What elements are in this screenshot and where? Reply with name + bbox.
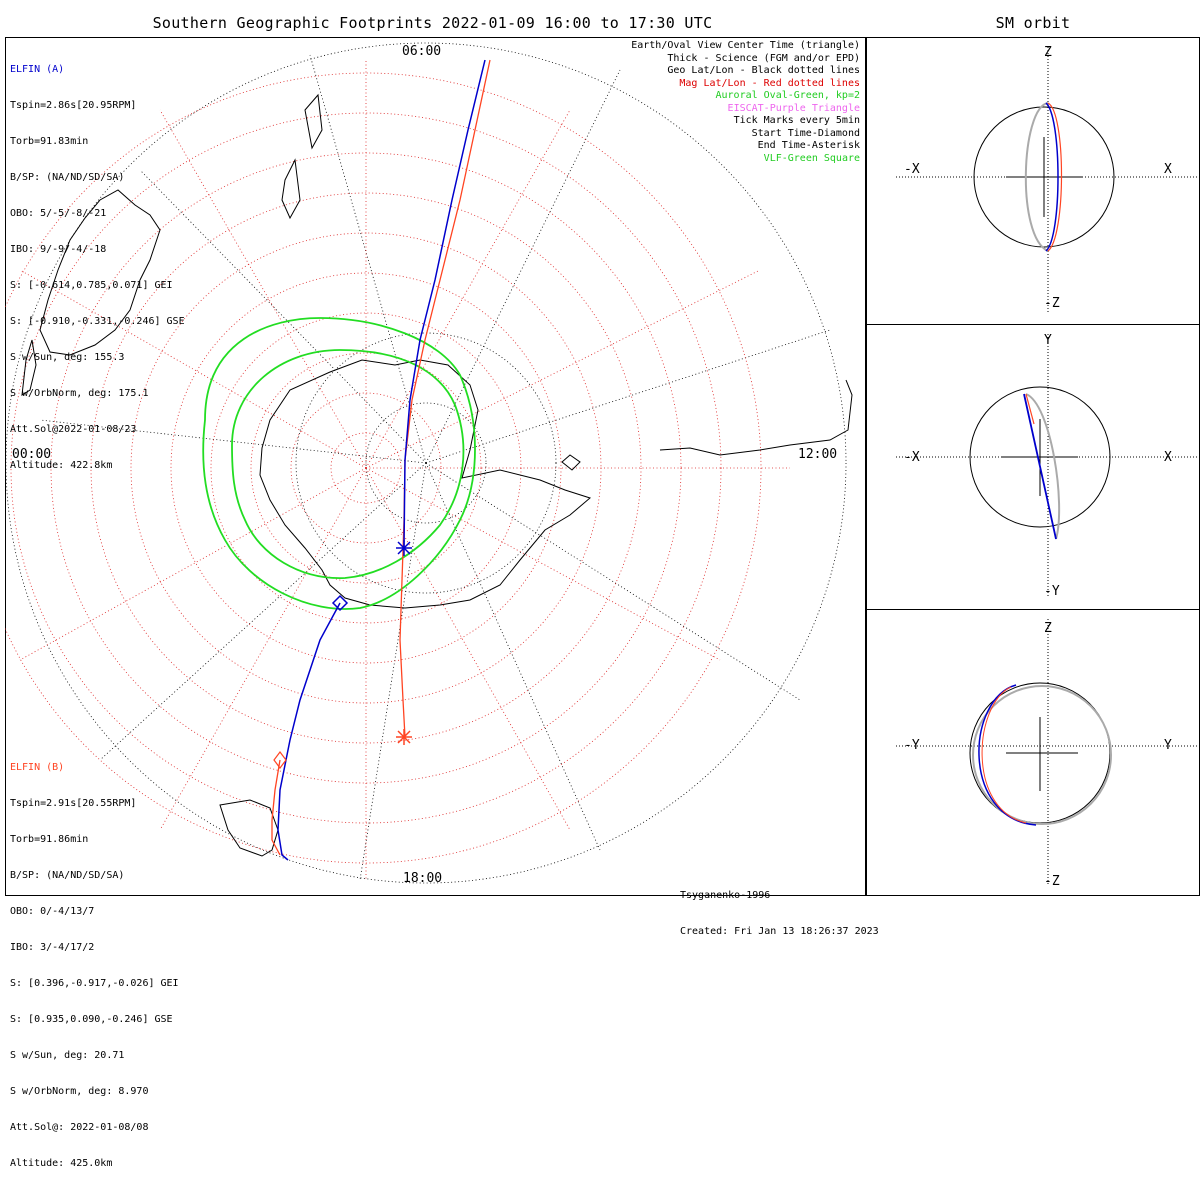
panel1-left-label: -X (904, 162, 920, 177)
panel1-right-label: X (1164, 162, 1172, 177)
panel3-top-label: Z (1044, 621, 1052, 636)
sm-panel-xz (866, 37, 1200, 325)
elfin-a-line: Altitude: 422.8km (10, 460, 113, 471)
elfin-b-line: Att.Sol@: 2022-01-08/08 (10, 1122, 149, 1133)
legend-item: End Time-Asterisk (757, 140, 860, 151)
main-title: Southern Geographic Footprints 2022-01-0… (152, 14, 713, 32)
created-date: Created: Fri Jan 13 18:26:37 2023 (680, 926, 879, 937)
elfin-a-line: Tspin=2.86s[20.95RPM] (10, 100, 137, 111)
elfin-b-line: Altitude: 425.0km (10, 1158, 113, 1169)
elfin-b-line: B/SP: (NA/ND/SD/SA) (10, 870, 125, 881)
legend-item: Tick Marks every 5min (733, 115, 860, 126)
hour-label-bottom: 18:00 (403, 871, 443, 886)
sm-orbit-title: SM orbit (995, 14, 1071, 32)
elfin-a-line: OBO: 5/-5/-8/-21 (10, 208, 107, 219)
sm-xy-plot (896, 334, 1200, 596)
elfin-a-info: ELFIN (A) Tspin=2.86s[20.95RPM] Torb=91.… (10, 40, 185, 484)
elfin-a-start-diamond (331, 594, 349, 612)
elfin-a-line: S: [-0.910,-0.331,-0.246] GSE (10, 316, 185, 327)
elfin-b-line: IBO: 3/-4/17/2 (10, 942, 95, 953)
legend-item: Start Time-Diamond (751, 127, 860, 139)
polar-map (5, 42, 853, 884)
panel1-bottom-label: -Z (1044, 296, 1060, 311)
elfin-b-line: S: [0.396,-0.917,-0.026] GEI (10, 978, 179, 989)
panel3-bottom-label: -Z (1044, 874, 1060, 889)
coastlines (21, 93, 853, 857)
hour-label-top: 06:00 (402, 44, 442, 59)
elfin-a-line: Torb=91.83min (10, 136, 89, 147)
elfin-b-line: Torb=91.86min (10, 834, 89, 845)
elfin-a-line: IBO: 9/-9/-4/-18 (10, 244, 107, 255)
panel2-bottom-label: -Y (1044, 584, 1060, 599)
sm-xz-plot (896, 47, 1200, 312)
legend-item: Geo Lat/Lon - Black dotted lines (667, 65, 860, 76)
model-credit: Tsyganenko-1996 (680, 890, 771, 901)
hour-label-left: 00:00 (12, 447, 52, 462)
legend-item: EISCAT-Purple Triangle (727, 102, 860, 114)
panel3-left-label: -Y (904, 738, 920, 753)
panel2-top-label: Y (1044, 333, 1052, 348)
elfin-a-line: S w/OrbNorm, deg: 175.1 (10, 388, 149, 399)
mag-grid (5, 60, 790, 880)
legend-item: Auroral Oval-Green, kp=2 (715, 90, 861, 101)
elfin-b-info: ELFIN (B) Tspin=2.91s[20.55RPM] Torb=91.… (10, 738, 179, 1182)
elfin-a-name: ELFIN (A) (10, 64, 65, 75)
elfin-a-line: S w/Sun, deg: 155.3 (10, 352, 125, 363)
elfin-b-start-diamond (273, 751, 287, 769)
panel3-right-label: Y (1164, 738, 1172, 753)
legend-item: Mag Lat/Lon - Red dotted lines (679, 77, 860, 89)
legend-item: Earth/Oval View Center Time (triangle) (631, 40, 860, 51)
elfin-b-end-asterisk (396, 729, 412, 745)
elfin-b-name: ELFIN (B) (10, 762, 65, 773)
elfin-a-line: Att.Sol@2022-01-08/23 (10, 424, 137, 435)
elfin-a-end-asterisk (396, 540, 412, 556)
auroral-oval (202, 317, 476, 610)
elfin-b-track (271, 59, 491, 856)
sm-panel-xy (866, 324, 1200, 610)
panel2-right-label: X (1164, 450, 1172, 465)
elfin-b-line: S w/Sun, deg: 20.71 (10, 1050, 125, 1061)
legend: Earth/Oval View Center Time (triangle) T… (631, 40, 860, 165)
elfin-b-line: Tspin=2.91s[20.55RPM] (10, 798, 137, 809)
geo-grid (5, 42, 847, 884)
elfin-b-line: S: [0.935,0.090,-0.246] GSE (10, 1014, 173, 1025)
panel1-top-label: Z (1044, 45, 1052, 60)
hour-label-right: 12:00 (798, 447, 838, 462)
elfin-b-line: S w/OrbNorm, deg: 8.970 (10, 1086, 149, 1097)
elfin-a-line: B/SP: (NA/ND/SD/SA) (10, 172, 125, 183)
credits: Tsyganenko-1996 Created: Fri Jan 13 18:2… (680, 866, 879, 950)
sm-yz-plot (896, 619, 1200, 884)
map-frame (5, 37, 866, 896)
panel2-left-label: -X (904, 450, 920, 465)
elfin-a-line: S: [-0.614,0.785,0.071] GEI (10, 280, 173, 291)
legend-item: Thick - Science (FGM and/or EPD) (667, 52, 860, 64)
elfin-b-line: OBO: 0/-4/13/7 (10, 906, 95, 917)
elfin-a-track (277, 59, 486, 861)
legend-item: VLF-Green Square (763, 152, 860, 164)
